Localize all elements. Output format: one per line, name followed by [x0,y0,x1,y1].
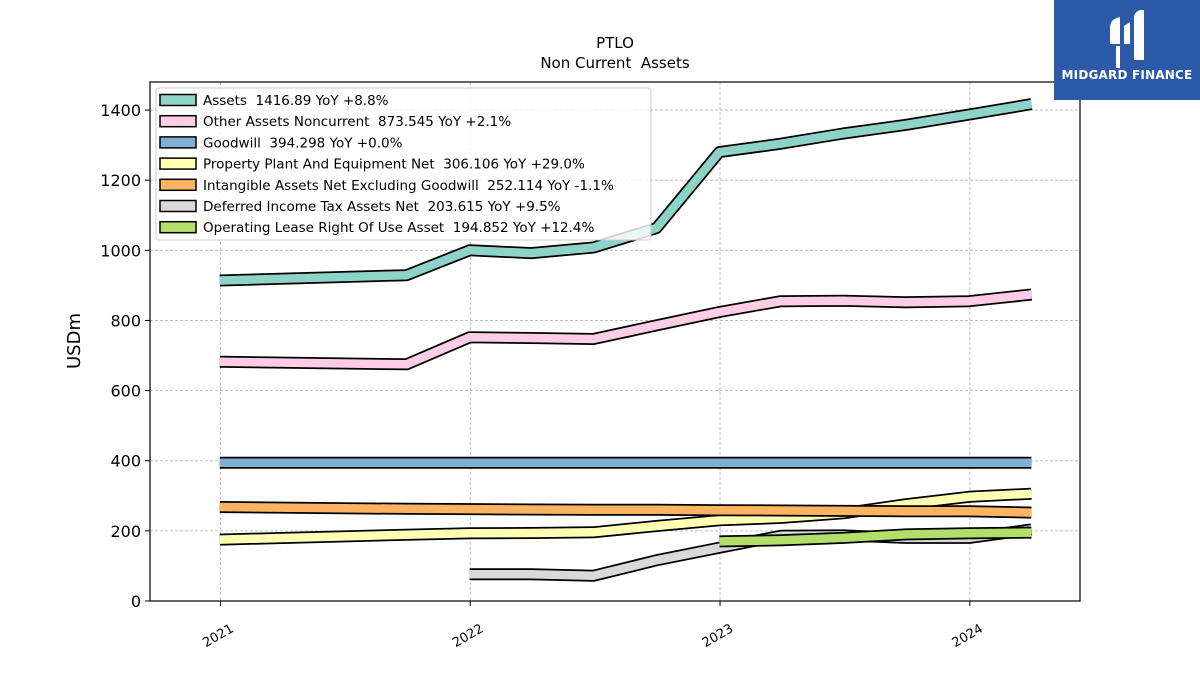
plot-frame [149,81,1081,602]
y-tick-label: 200 [110,522,141,541]
series-fill [219,99,1033,285]
legend-entry: Assets 1416.89 YoY +8.8% [203,93,389,109]
series-fill [719,528,1032,546]
legend-swatch [159,199,197,213]
y-tick-label: 1400 [100,101,141,120]
series-fill [219,489,1032,544]
series-line [219,501,1032,519]
legend-entry: Other Assets Noncurrent 873.545 YoY +2.1… [203,114,511,130]
legend-entry: Intangible Assets Net Excluding Goodwill… [203,178,614,194]
series-line [219,98,1033,287]
legend-entry: Goodwill 394.298 YoY +0.0% [203,135,403,151]
y-tick-label: 400 [110,452,141,471]
x-tick-label: 2024 [950,621,986,651]
series-line [719,526,1032,548]
y-axis-label: USDm [64,313,85,369]
y-tick-label: 800 [110,311,141,330]
legend-swatch [159,114,197,128]
legend-swatch [159,157,197,170]
y-tick-label: 1200 [100,171,141,190]
x-tick-label: 2023 [700,621,736,651]
y-tick-label: 600 [110,382,141,401]
legend-swatch [159,178,197,192]
legend-entry: Operating Lease Right Of Use Asset 194.8… [203,220,595,236]
series-line [219,487,1032,546]
legend-entry: Deferred Income Tax Assets Net 203.615 Y… [203,199,561,215]
chart-title: PTLO [596,34,634,52]
legend-swatch [159,136,197,149]
x-tick-label: 2022 [450,621,486,651]
series-line [219,288,1033,371]
series-fill [219,502,1032,517]
brand-logo: MIDGARD FINANCE [1054,0,1200,100]
chart-subtitle: Non Current Assets [540,54,690,72]
y-tick-label: 1000 [100,241,141,260]
series-fill [219,290,1032,369]
legend-entry: Property Plant And Equipment Net 306.106… [203,157,585,173]
legend-box [155,87,652,241]
logo-text: MIDGARD FINANCE [1061,68,1193,82]
legend-swatch [159,93,197,107]
x-tick-label: 2021 [200,621,236,651]
x-axis: 2021 2022 2023 2024 [200,601,986,651]
legend: Assets 1416.89 YoY +8.8% Other Assets Non… [155,87,652,241]
y-tick-label: 0 [131,592,141,611]
y-axis: 0 200 400 600 800 1000 1200 1400 [100,101,150,611]
series-lines [219,98,1033,582]
logo-mark-icon [1110,10,1144,68]
legend-swatch [159,220,197,234]
